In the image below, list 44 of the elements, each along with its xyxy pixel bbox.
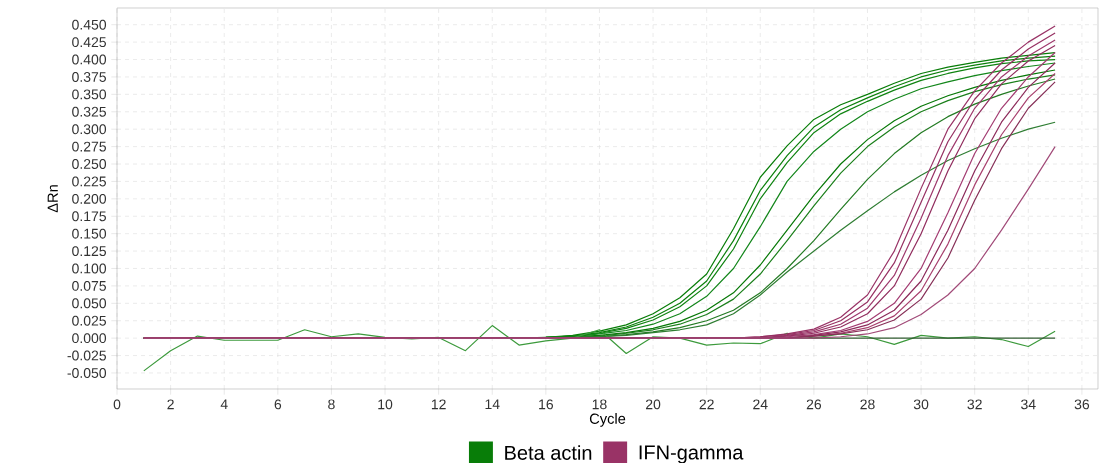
y-tick-label: 0.375 (72, 72, 107, 82)
x-tick-label: 28 (860, 399, 875, 410)
x-tick-label: 12 (431, 399, 446, 410)
y-tick-label: 0.000 (72, 333, 107, 344)
legend-label: IFN-gamma (639, 445, 744, 463)
x-tick-label: 22 (699, 399, 714, 410)
y-tick-label: 0.275 (72, 141, 107, 152)
y-tick-label: -0.025 (67, 350, 107, 361)
y-tick-label: 0.050 (72, 298, 107, 309)
y-tick-label: 0.025 (72, 315, 107, 326)
x-tick-label: 10 (378, 399, 393, 410)
y-tick-label: 0.450 (72, 19, 107, 30)
y-tick-label: 0.250 (72, 159, 107, 169)
x-tick-label: 20 (645, 399, 661, 410)
x-tick-label: 2 (167, 399, 174, 410)
y-tick-label: 0.150 (72, 228, 107, 239)
x-tick-label: 4 (220, 399, 228, 410)
y-tick-label: 0.300 (72, 124, 107, 135)
x-tick-label: 0 (113, 399, 121, 410)
x-axis-title: Cycle (589, 413, 626, 427)
y-tick-label: 0.225 (72, 176, 107, 187)
x-tick-label: 30 (913, 399, 929, 410)
y-tick-label: 0.325 (72, 106, 107, 117)
y-tick-label: 0.400 (72, 54, 107, 65)
y-tick-label: -0.050 (67, 368, 107, 378)
y-tick-label: 0.425 (72, 37, 107, 48)
x-tick-label: 18 (592, 399, 607, 410)
y-tick-label: 0.075 (72, 280, 107, 291)
y-tick-label: 0.200 (72, 193, 107, 204)
x-tick-label: 36 (1074, 399, 1090, 410)
x-tick-label: 14 (485, 399, 500, 410)
x-tick-label: 32 (967, 399, 982, 410)
y-tick-label: 0.350 (72, 89, 107, 100)
x-tick-label: 8 (328, 399, 335, 410)
x-tick-label: 16 (539, 399, 554, 410)
y-tick-label: 0.125 (72, 246, 107, 257)
y-axis-title: ΔRn (47, 185, 58, 213)
x-tick-label: 24 (753, 399, 768, 410)
legend-label: Beta actin (505, 445, 592, 460)
x-tick-label: 34 (1021, 399, 1036, 410)
x-tick-label: 6 (274, 399, 282, 410)
y-tick-label: 0.100 (72, 263, 107, 274)
y-tick-label: 0.175 (72, 211, 107, 222)
x-tick-label: 26 (806, 399, 822, 410)
